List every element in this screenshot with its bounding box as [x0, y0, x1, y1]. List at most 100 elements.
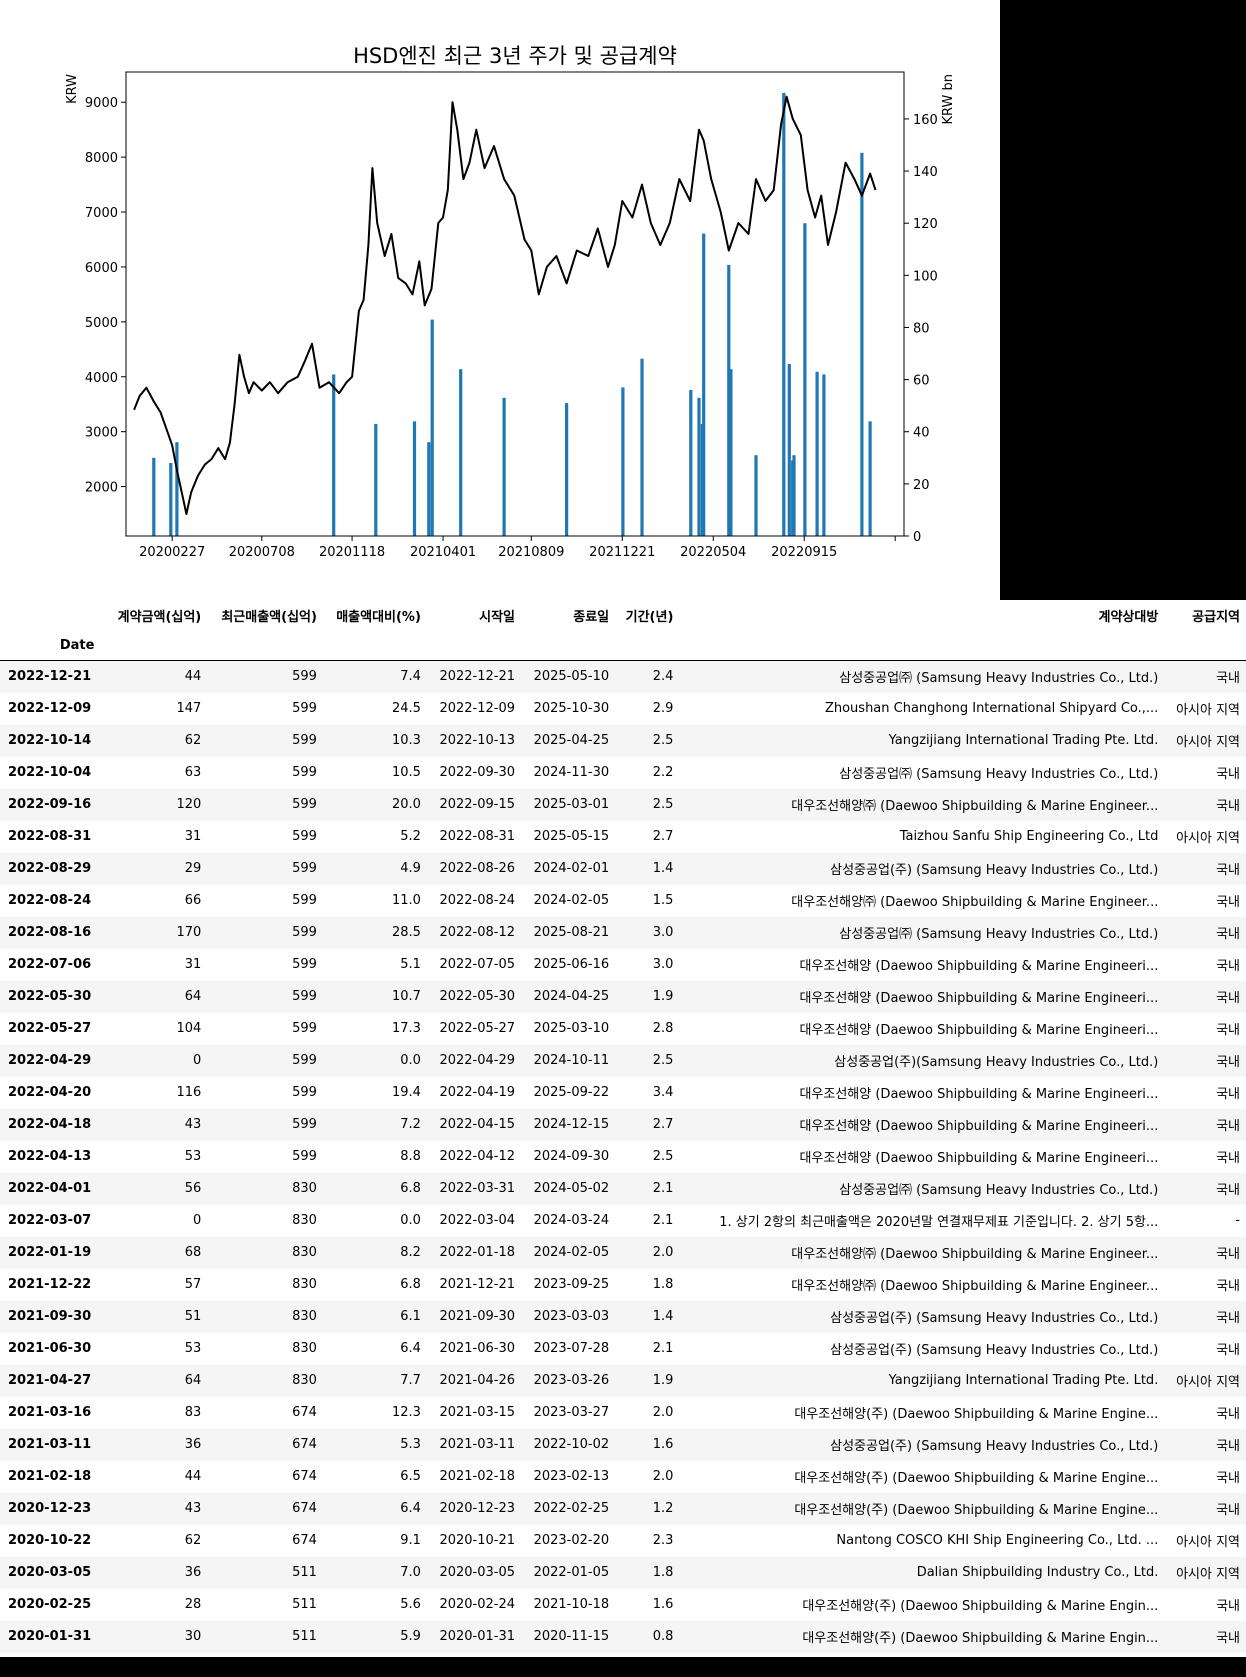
table-cell: 62 [184, 1533, 202, 1548]
table-cell: 830 [292, 1309, 317, 1324]
table-cell: 국내 [1216, 1599, 1240, 1614]
table-cell: 2022-04-12 [439, 1149, 516, 1164]
table-cell: 2.9 [652, 701, 674, 716]
table-row: 2021-03-16 83 674 12.3 2021-03-15 2023-03-27 2… [0, 1397, 1246, 1429]
contract-bar-2020-01-31 [152, 457, 156, 536]
column-header-row: 계약금액(십억) 최근매출액(십억) 매출액대비(%) 시작일 종료일 기간(년) 계약상대… [0, 600, 1246, 630]
table-cell: 6.5 [400, 1469, 421, 1484]
contract-bar-2020-10-22 [332, 374, 336, 536]
table-cell: 2022-04-15 [439, 1117, 516, 1132]
table-cell: 62 [184, 733, 202, 748]
table-cell: 3.0 [652, 925, 674, 940]
contract-bar-2021-09-30 [565, 403, 569, 536]
table-cell: - [1235, 1213, 1240, 1228]
table-cell: 2023-07-28 [533, 1341, 610, 1356]
table-cell: 30 [184, 1629, 202, 1644]
row-date: 2022-05-27 [8, 1021, 92, 1036]
left-ytick-label: 8000 [85, 151, 118, 166]
table-row: 2021-09-30 51 830 6.1 2021-09-30 2023-03-03 1.… [0, 1300, 1246, 1333]
table-cell: 53 [184, 1149, 202, 1164]
xtick-label: 20200227 [139, 545, 205, 560]
row-date: 2022-01-19 [8, 1245, 92, 1260]
table-cell: 2024-11-30 [533, 765, 610, 780]
chart-title: HSD엔진 최근 3년 주가 및 공급계약 [353, 44, 677, 68]
table-cell: 2.1 [652, 1213, 674, 1228]
column-header: 계약금액(십억) [117, 609, 202, 625]
table-cell: 2020-10-21 [439, 1533, 516, 1548]
table-row: 2021-03-11 36 674 5.3 2021-03-11 2022-10-02 1.… [0, 1428, 1246, 1461]
table-cell: 2023-09-25 [533, 1277, 610, 1292]
table-cell: 599 [292, 1117, 317, 1132]
contract-bar-2022-04-13 [697, 397, 701, 536]
contract-bar-2022-08-24 [787, 364, 791, 536]
table-cell: 7.4 [400, 669, 421, 685]
table-cell: 116 [176, 1085, 202, 1100]
table-cell: 36 [184, 1565, 202, 1580]
table-cell: 2022-08-24 [439, 893, 516, 908]
table-cell: 국내 [1216, 1407, 1240, 1422]
row-date: 2022-07-06 [8, 957, 92, 972]
table-cell: 6.4 [400, 1501, 421, 1516]
table-cell: 2024-02-05 [533, 1245, 610, 1260]
table-cell: 삼성중공업(주) (Samsung Heavy Industries Co., … [830, 1439, 1159, 1454]
contract-bar-2021-03-11 [427, 442, 431, 536]
table-cell: 1.4 [652, 1309, 674, 1324]
table-cell: 8.2 [400, 1245, 421, 1260]
table-cell: 3.0 [652, 957, 674, 972]
table-cell: 1.4 [652, 861, 674, 876]
table-cell: 0.0 [400, 1213, 421, 1228]
xtick-label: 20211221 [589, 545, 655, 560]
table-cell: 대우조선해양(주) (Daewoo Shipbuilding & Marine … [794, 1503, 1159, 1518]
row-date: 2021-03-16 [8, 1405, 92, 1420]
table-cell: 2025-03-10 [533, 1021, 610, 1036]
table-cell: 2020-12-23 [439, 1501, 516, 1516]
table-cell: 599 [292, 957, 317, 972]
table-cell: 아시아 지역 [1176, 1535, 1240, 1550]
row-date: 2020-01-31 [8, 1629, 92, 1644]
table-cell: 2025-05-10 [533, 669, 610, 685]
table-cell: 국내 [1216, 1503, 1240, 1518]
table-cell: 2025-05-15 [533, 829, 610, 844]
table-cell: 2022-05-30 [439, 989, 516, 1004]
table-cell: 대우조선해양 (Daewoo Shipbuilding & Marine Eng… [799, 1087, 1159, 1102]
table-cell: 2022-08-26 [439, 861, 516, 876]
table-cell: 66 [184, 893, 202, 908]
table-row: 2022-09-16 120 599 20.0 2022-09-15 2025-03-01… [0, 788, 1246, 821]
table-row: 2022-05-27 104 599 17.3 2022-05-27 2025-03-10… [0, 1013, 1246, 1045]
table-cell: 대우조선해양㈜ (Daewoo Shipbuilding & Marine En… [791, 895, 1159, 910]
table-cell: 2021-10-18 [533, 1597, 610, 1612]
contract-bar-2021-02-18 [412, 421, 417, 536]
table-cell: 2022-03-31 [439, 1181, 516, 1196]
left-axis-label: KRW [65, 74, 80, 104]
contract-bar-2022-01-19 [640, 358, 644, 536]
table-cell: 국내 [1216, 1311, 1240, 1326]
price-contract-chart: 2000 3000 4000 5000 6000 7000 8000 9000 0 20 40 60 8… [65, 44, 956, 560]
table-cell: 599 [292, 925, 317, 940]
row-date: 2022-09-16 [8, 797, 92, 812]
table-cell: Yangzijiang International Trading Pte. L… [888, 1373, 1159, 1388]
table-cell: 8.8 [400, 1149, 421, 1164]
table-row: 2020-01-31 30 511 5.9 2020-01-31 2020-11-15 0.… [0, 1620, 1246, 1653]
table-cell: 6.8 [400, 1277, 421, 1292]
contract-table: 계약금액(십억) 최근매출액(십억) 매출액대비(%) 시작일 종료일 기간(년) 계약상대… [0, 600, 1246, 1653]
table-cell: 2024-12-15 [533, 1117, 610, 1132]
table-cell: 국내 [1216, 1439, 1240, 1454]
table-cell: 2.5 [652, 733, 674, 748]
right-ytick-label: 100 [913, 269, 938, 284]
table-cell: 2020-02-24 [439, 1597, 516, 1612]
table-cell: 대우조선해양 (Daewoo Shipbuilding & Marine Eng… [799, 1119, 1159, 1134]
table-cell: 1. 상기 2항의 최근매출액은 2020년말 연결재무제표 기준입니다. 2.… [719, 1215, 1159, 1230]
row-date: 2022-04-29 [8, 1053, 92, 1068]
table-cell: 599 [292, 765, 317, 780]
table-body: 2022-12-21 44 599 7.4 2022-12-21 2025-05-10 2.… [0, 660, 1246, 1653]
table-cell: Dalian Shipbuilding Industry Co., Ltd. [916, 1565, 1159, 1580]
row-date: 2022-04-13 [8, 1149, 92, 1164]
table-cell: 아시아 지역 [1176, 735, 1240, 750]
table-cell: 2.8 [652, 1021, 674, 1036]
table-cell: 대우조선해양㈜ (Daewoo Shipbuilding & Marine En… [791, 1247, 1159, 1262]
table-row: 2022-12-21 44 599 7.4 2022-12-21 2025-05-10 2.… [0, 660, 1246, 693]
table-cell: 43 [184, 1501, 202, 1516]
table-cell: 674 [292, 1437, 317, 1452]
table-cell: 0.0 [400, 1053, 421, 1068]
table-cell: 2022-09-30 [439, 765, 516, 780]
